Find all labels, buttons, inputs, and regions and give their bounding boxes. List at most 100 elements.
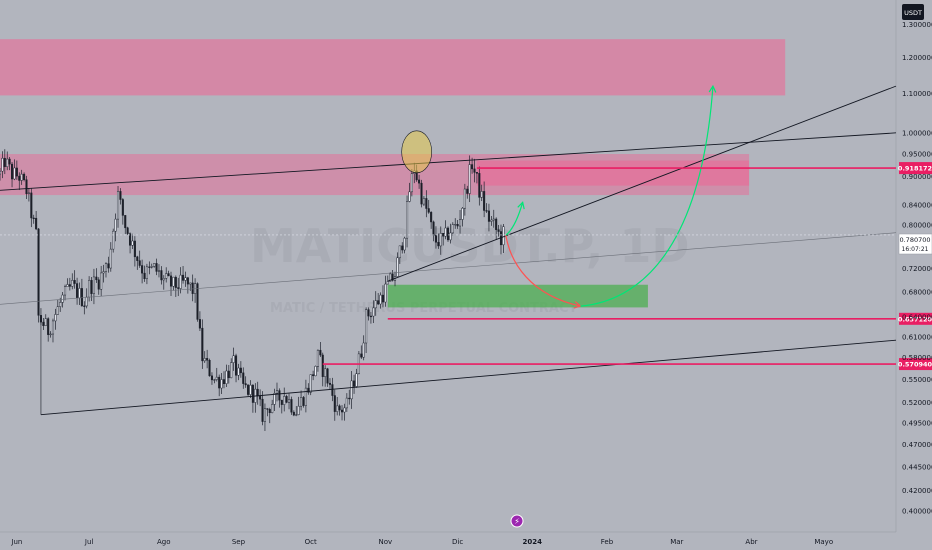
candle-body — [418, 179, 421, 184]
candle-body — [268, 409, 271, 414]
levels-layer: 0.918172 0.637120 0.570940 — [0, 162, 932, 371]
candle-body — [454, 223, 457, 226]
candle-body — [365, 309, 368, 344]
candle-body — [343, 407, 346, 413]
candle-body — [78, 288, 81, 299]
candle-body — [422, 198, 425, 205]
candle-body — [336, 405, 339, 412]
candle-body — [3, 157, 6, 167]
candle-body — [126, 227, 129, 234]
candle-body — [333, 395, 336, 412]
candle-body — [304, 387, 307, 406]
bar-countdown: 16:07:21 — [902, 246, 929, 253]
candle-body — [473, 168, 476, 173]
time-tick-label: Mayo — [814, 538, 833, 546]
candle-body — [338, 405, 341, 411]
candle-body — [295, 414, 298, 416]
candle-body — [449, 232, 452, 241]
candle-body — [208, 360, 211, 377]
zone-rect-2 — [476, 160, 750, 186]
trendline-3 — [387, 85, 897, 282]
candle-body — [56, 306, 59, 315]
time-tick-label: Jun — [10, 538, 22, 546]
candle-body — [439, 233, 442, 247]
candle-body — [461, 207, 464, 220]
candle-body — [377, 300, 380, 305]
candle-body — [340, 409, 344, 413]
candle-body — [160, 270, 163, 281]
time-tick-label: Oct — [305, 538, 317, 546]
candle-body — [401, 245, 404, 251]
candle-body — [59, 302, 62, 307]
candle-body — [182, 274, 185, 281]
candle-body — [386, 281, 389, 285]
candle-body — [95, 276, 98, 281]
candle-body — [203, 358, 206, 362]
candle-body — [463, 188, 466, 209]
candle-body — [403, 237, 406, 251]
candle-body — [434, 235, 437, 243]
candle-body — [353, 380, 356, 387]
candle-body — [116, 191, 120, 220]
candle-body — [230, 362, 233, 379]
candle-body — [213, 379, 216, 381]
candle-body — [381, 294, 385, 303]
candle-body — [324, 368, 327, 377]
candle-body — [271, 404, 274, 414]
candle-body — [42, 321, 45, 326]
candle-body — [54, 314, 57, 322]
time-tick-label: Abr — [745, 538, 757, 546]
candle-body — [292, 411, 295, 416]
candle-body — [155, 263, 158, 272]
candle-body — [85, 296, 88, 307]
candle-body — [121, 199, 124, 216]
candle-body — [369, 315, 372, 318]
candle-body — [497, 229, 500, 232]
candle-body — [374, 300, 377, 309]
candle-body — [478, 173, 481, 198]
candle-body — [249, 384, 252, 395]
candle-body — [251, 384, 254, 403]
candle-body — [143, 272, 146, 279]
candle-body — [66, 284, 69, 287]
candle-body — [153, 263, 156, 267]
candle-body — [109, 248, 112, 269]
peak-circle — [401, 130, 432, 174]
candle-body — [51, 320, 55, 335]
candle-body — [222, 379, 226, 384]
price-axis-panel[interactable] — [896, 0, 932, 550]
candle-body — [348, 397, 351, 400]
candle-body — [218, 376, 221, 389]
candle-body — [191, 282, 194, 294]
candle-body — [372, 307, 375, 317]
candle-body — [297, 405, 300, 415]
candle-body — [198, 319, 201, 329]
current-price-label: 0.780700 16:07:21 — [898, 233, 932, 255]
candle-body — [102, 271, 105, 274]
candle-body — [225, 370, 228, 384]
candle-body — [35, 217, 38, 230]
candle-body — [76, 283, 79, 299]
currency-badge[interactable]: USDT — [902, 4, 924, 20]
candle-body — [360, 353, 363, 358]
candle-body — [502, 226, 505, 246]
time-tick-label: Ago — [157, 538, 171, 546]
candle-body — [495, 218, 498, 230]
event-marker[interactable]: ⚡ — [510, 514, 524, 528]
candle-body — [88, 280, 91, 298]
candle-body — [100, 272, 103, 290]
candle-body — [157, 270, 161, 272]
candle-body — [451, 224, 454, 234]
candle-body — [44, 318, 47, 326]
candle-body — [220, 379, 223, 389]
candle-body — [480, 191, 483, 198]
candle-body — [263, 408, 266, 422]
candle-body — [112, 230, 115, 250]
currency-label: USDT — [904, 9, 922, 17]
